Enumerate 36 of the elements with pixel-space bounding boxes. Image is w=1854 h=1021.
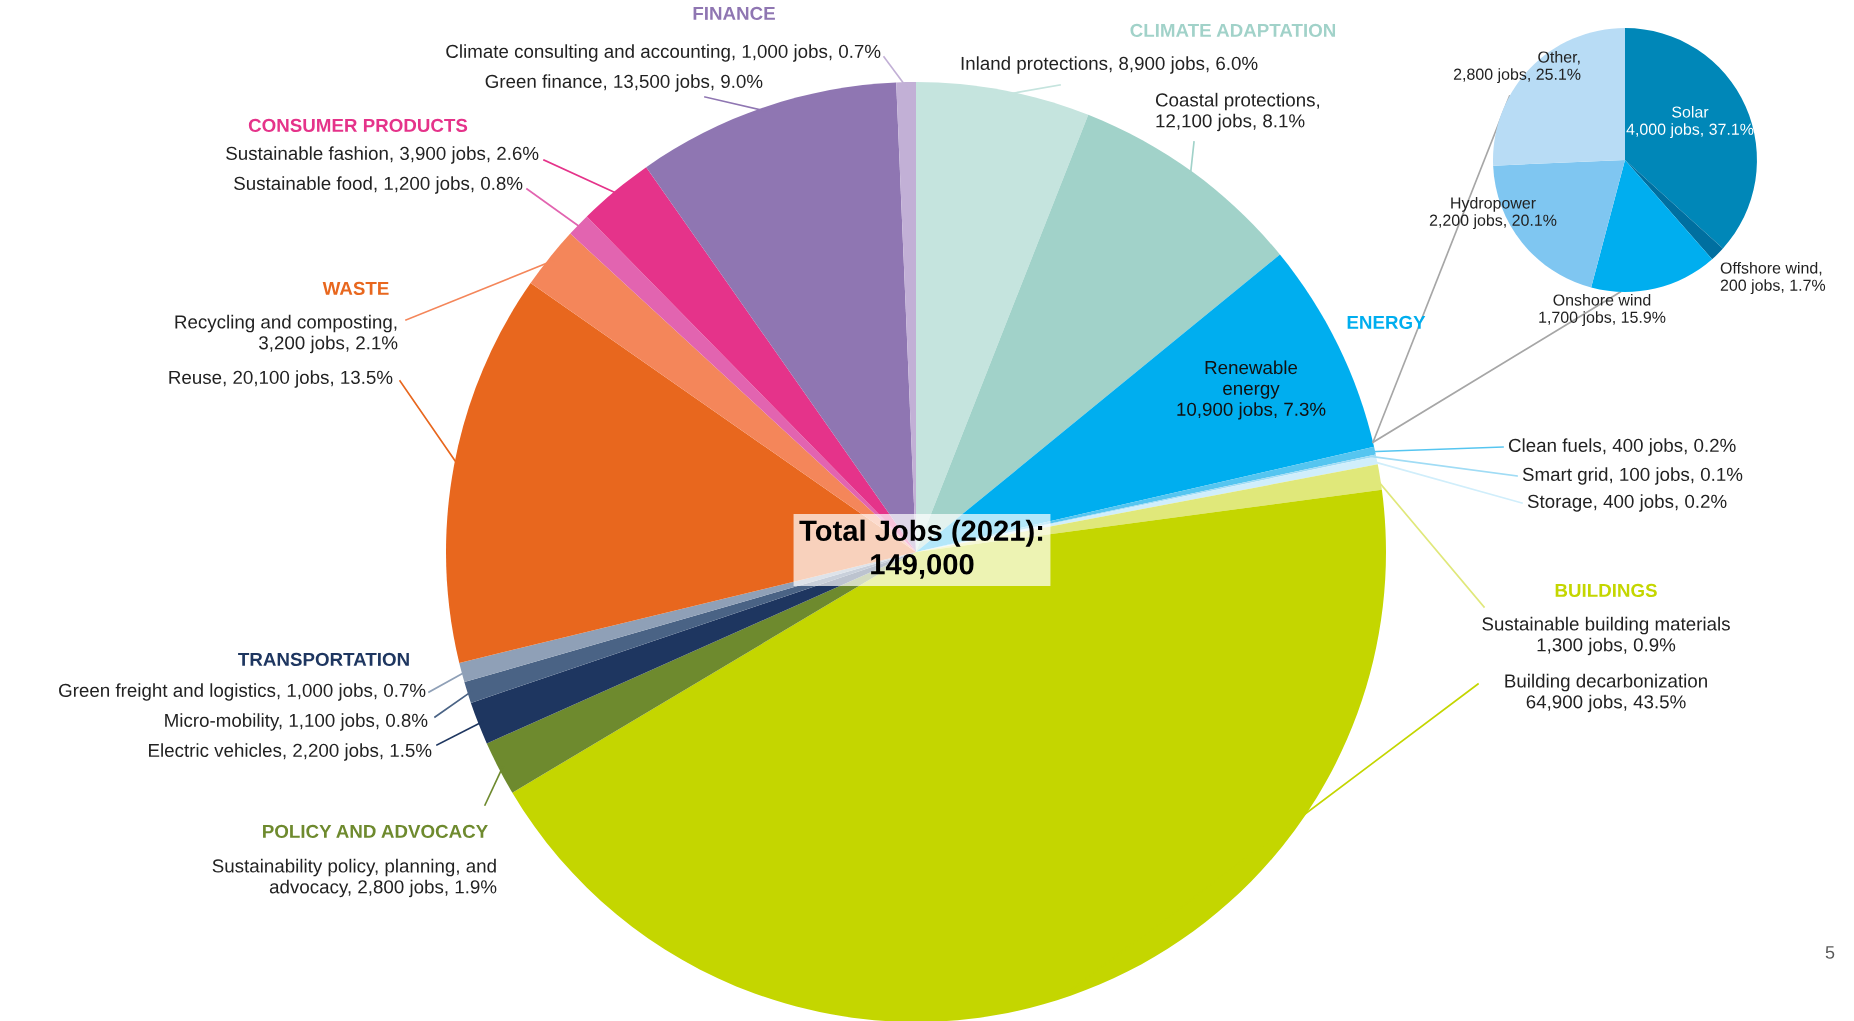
text: Total Jobs (2021): 149,000: [799, 519, 1043, 579]
slice-label: Micro-mobility, 1,100 jobs, 0.8%: [165, 713, 428, 731]
slice-label: Solar 4,000 jobs, 37.1%: [1626, 105, 1754, 139]
slice-label: Other, 2,800 jobs, 25.1%: [1453, 50, 1581, 84]
pie-slice: [1625, 28, 1757, 249]
slice-label: Onshore wind 1,700 jobs, 15.9%: [1539, 293, 1666, 327]
slice-label: Recycling and composting, 3,200 jobs, 2.1%: [175, 314, 398, 354]
pie-slice: [1625, 160, 1723, 260]
text: FINANCE: [693, 6, 775, 21]
slice-label: Offshore wind, 200 jobs, 1.7%: [1720, 261, 1826, 295]
slice-label: Building decarbonization 64,900 jobs, 43.5%: [1505, 673, 1707, 713]
slice-label: Sustainable fashion, 3,900 jobs, 2.6%: [226, 146, 539, 164]
slice-label: Renewable energy 10,900 jobs, 7.3%: [1177, 360, 1326, 420]
slice-label: Inland protections, 8,900 jobs, 6.0%: [961, 56, 1258, 74]
slice-label: Electric vehicles, 2,200 jobs, 1.5%: [149, 743, 432, 761]
slice-label: Smart grid, 100 jobs, 0.1%: [1522, 467, 1743, 485]
slice-label: Sustainability policy, planning, and advocacy, 2,800 jobs, 1.9%: [212, 858, 497, 898]
slice-label: Storage, 400 jobs, 0.2%: [1527, 494, 1727, 512]
text: POLICY AND ADVOCACY: [263, 824, 488, 839]
slice-label: Coastal protections, 12,100 jobs, 8.1%: [1155, 92, 1320, 132]
text: 5: [1825, 946, 1835, 959]
text: TRANSPORTATION: [238, 652, 409, 667]
slice-label: Clean fuels, 400 jobs, 0.2%: [1508, 438, 1736, 456]
slice-label: Green finance, 13,500 jobs, 9.0%: [485, 74, 763, 92]
pie-slice: [1591, 160, 1713, 292]
slice-label: Climate consulting and accounting, 1,000 jobs, 0.7%: [446, 44, 881, 62]
slice-label: Sustainable building materials 1,300 jobs, 0.9%: [1482, 616, 1730, 656]
text: CLIMATE ADAPTATION: [1130, 23, 1336, 38]
text: CONSUMER PRODUCTS: [248, 118, 468, 133]
pie-slice: [1493, 28, 1625, 166]
text: ENERGY: [1347, 315, 1426, 330]
slice-label: Green freight and logistics, 1,000 jobs, 0.7%: [59, 683, 426, 701]
slice-label: Sustainable food, 1,200 jobs, 0.8%: [234, 176, 523, 194]
slice-label: Reuse, 20,100 jobs, 13.5%: [169, 370, 393, 388]
text: BUILDINGS: [1555, 583, 1657, 598]
text: WASTE: [322, 281, 389, 296]
